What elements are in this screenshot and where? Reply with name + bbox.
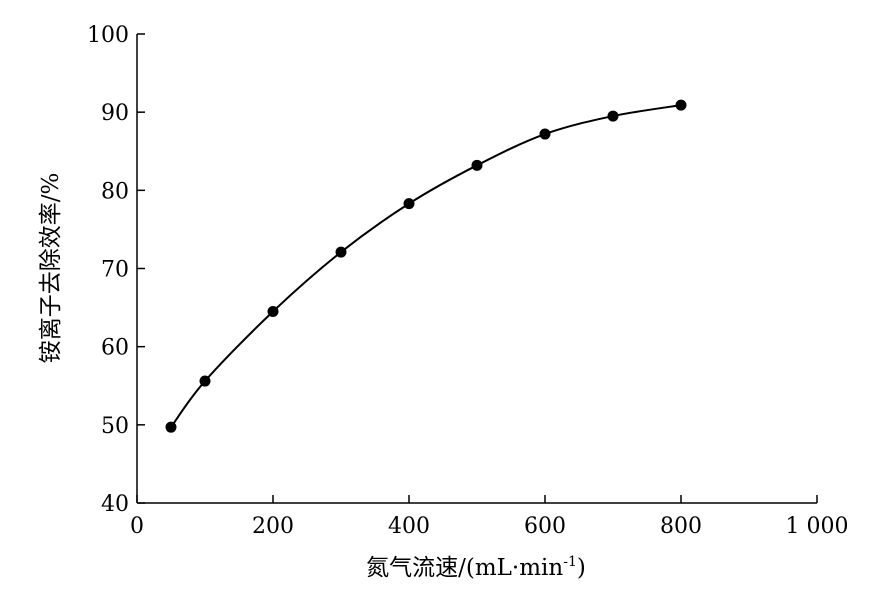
data-point — [165, 421, 177, 433]
data-point — [471, 159, 483, 171]
y-ticks: 40 50 60 70 80 90 100 — [87, 23, 145, 517]
x-tick-label: 1 000 — [786, 514, 849, 539]
y-tick-label: 50 — [101, 414, 129, 439]
y-tick-label: 80 — [101, 179, 129, 204]
x-tick-label: 0 — [130, 514, 144, 539]
x-tick-label: 600 — [524, 514, 566, 539]
x-tick-label: 400 — [388, 514, 430, 539]
data-point — [675, 99, 687, 111]
data-point — [335, 246, 347, 258]
x-tick-label: 200 — [252, 514, 294, 539]
data-point — [607, 110, 619, 122]
x-axis-title-close: ) — [577, 555, 586, 581]
y-tick-label: 60 — [101, 336, 129, 361]
plot-area — [165, 99, 687, 433]
x-tick-label: 800 — [660, 514, 702, 539]
y-tick-label: 40 — [101, 492, 129, 517]
data-point — [539, 128, 551, 140]
x-axis-title-main: 氮气流速/(mL·min — [366, 555, 563, 581]
axes — [136, 34, 817, 504]
data-point — [403, 198, 415, 210]
y-tick-label: 70 — [101, 258, 129, 283]
y-tick-label: 100 — [87, 23, 129, 48]
y-tick-label: 90 — [101, 101, 129, 126]
x-axis-title: 氮气流速/(mL·min-1) — [366, 554, 586, 581]
data-point — [267, 305, 279, 317]
y-axis-title: 铵离子去除效率/% — [38, 173, 64, 364]
series-line — [170, 104, 682, 428]
data-point — [199, 375, 211, 387]
x-axis-title-superscript: -1 — [563, 554, 577, 570]
x-ticks: 0 200 400 600 800 1 000 — [130, 495, 848, 539]
